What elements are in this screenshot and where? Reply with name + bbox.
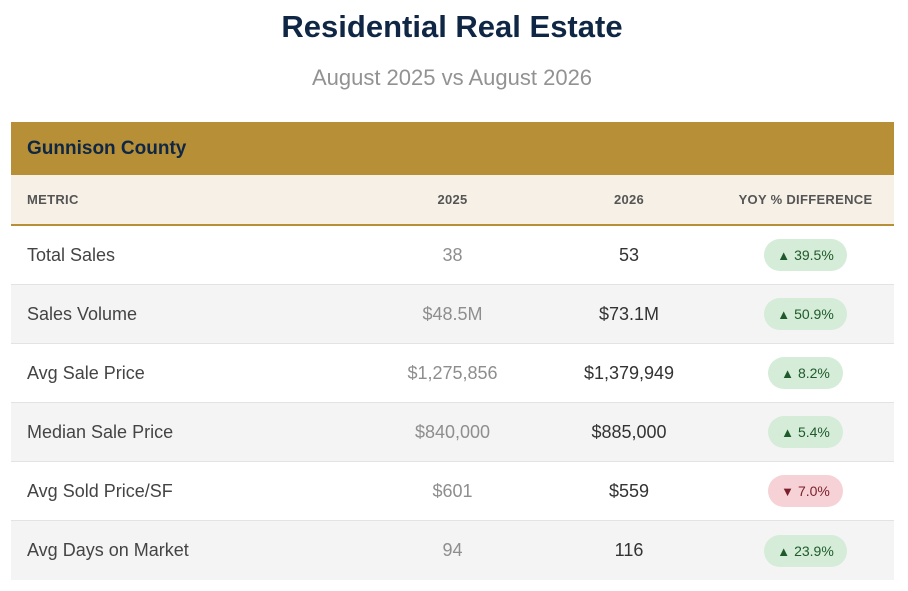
- table-row: Total Sales 38 53 ▲ 39.5%: [11, 226, 894, 285]
- value-2025-cell: $48.5M: [422, 303, 483, 324]
- county-header: Gunnison County: [11, 122, 894, 175]
- yoy-value: 39.5%: [794, 247, 834, 263]
- value-2025-cell: $1,275,856: [407, 362, 498, 383]
- yoy-value: 8.2%: [797, 365, 830, 381]
- yoy-cell: ▲ 39.5%: [717, 239, 894, 271]
- column-header-metric: METRIC: [27, 192, 79, 207]
- value-2026-cell: $885,000: [591, 421, 667, 442]
- table-row: Median Sale Price $840,000 $885,000 ▲ 5.4%: [11, 403, 894, 462]
- column-header-yoy: YOY % DIFFERENCE: [738, 192, 873, 207]
- metric-cell: Total Sales: [27, 244, 116, 265]
- triangle-up-icon: ▲: [781, 425, 794, 440]
- table-row: Avg Days on Market 94 116 ▲ 23.9%: [11, 521, 894, 580]
- yoy-cell: ▼ 7.0%: [717, 475, 894, 507]
- triangle-up-icon: ▲: [777, 543, 791, 559]
- metric-cell: Avg Sale Price: [27, 362, 145, 383]
- triangle-up-icon: ▲: [777, 248, 791, 263]
- metric-cell: Avg Sold Price/SF: [27, 480, 173, 501]
- table-row: Sales Volume $48.5M $73.1M ▲ 50.9%: [11, 285, 894, 344]
- yoy-cell: ▲ 23.9%: [717, 534, 894, 567]
- stats-table: Gunnison County METRIC 2025 2026 YOY % D…: [11, 122, 894, 580]
- yoy-value: 50.9%: [794, 306, 834, 322]
- yoy-value: 5.4%: [797, 424, 830, 440]
- table-body: Total Sales 38 53 ▲ 39.5% Sales Volume $48.5M $…: [11, 226, 894, 580]
- value-2026-cell: $1,379,949: [583, 362, 675, 383]
- triangle-up-icon: ▲: [781, 366, 794, 381]
- value-2025-cell: 94: [442, 540, 463, 560]
- triangle-down-icon: ▼: [781, 484, 794, 499]
- value-2026-cell: $73.1M: [598, 303, 660, 324]
- triangle-up-icon: ▲: [777, 307, 791, 322]
- column-header-2025: 2025: [437, 192, 468, 207]
- yoy-badge: ▲ 39.5%: [764, 239, 847, 271]
- table-header-row: METRIC 2025 2026 YOY % DIFFERENCE: [11, 175, 894, 226]
- yoy-cell: ▲ 5.4%: [717, 416, 894, 448]
- yoy-cell: ▲ 8.2%: [717, 357, 894, 389]
- yoy-badge: ▲ 23.9%: [764, 534, 847, 567]
- yoy-value: 23.9%: [794, 542, 834, 559]
- yoy-badge: ▼ 7.0%: [768, 475, 843, 507]
- metric-cell: Sales Volume: [27, 303, 138, 324]
- metric-cell: Avg Days on Market: [27, 540, 189, 560]
- value-2025-cell: 38: [442, 244, 463, 265]
- yoy-badge: ▲ 8.2%: [768, 357, 843, 389]
- value-2025-cell: $601: [432, 480, 473, 501]
- yoy-badge: ▲ 5.4%: [768, 416, 843, 448]
- value-2026-cell: $559: [608, 480, 650, 501]
- page-title: Residential Real Estate: [281, 9, 623, 44]
- value-2025-cell: $840,000: [414, 421, 491, 442]
- table-row: Avg Sold Price/SF $601 $559 ▼ 7.0%: [11, 462, 894, 521]
- page-subtitle: August 2025 vs August 2026: [311, 65, 593, 90]
- column-header-2026: 2026: [613, 192, 645, 207]
- yoy-value: 7.0%: [797, 483, 830, 499]
- table-row: Avg Sale Price $1,275,856 $1,379,949 ▲ 8.2%: [11, 344, 894, 403]
- value-2026-cell: 53: [618, 244, 640, 265]
- metric-cell: Median Sale Price: [27, 421, 174, 442]
- value-2026-cell: 116: [614, 540, 644, 560]
- yoy-badge: ▲ 50.9%: [764, 298, 847, 330]
- yoy-cell: ▲ 50.9%: [717, 298, 894, 330]
